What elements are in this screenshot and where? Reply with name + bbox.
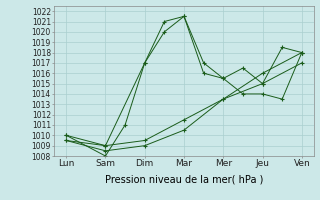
X-axis label: Pression niveau de la mer( hPa ): Pression niveau de la mer( hPa ) — [105, 174, 263, 184]
